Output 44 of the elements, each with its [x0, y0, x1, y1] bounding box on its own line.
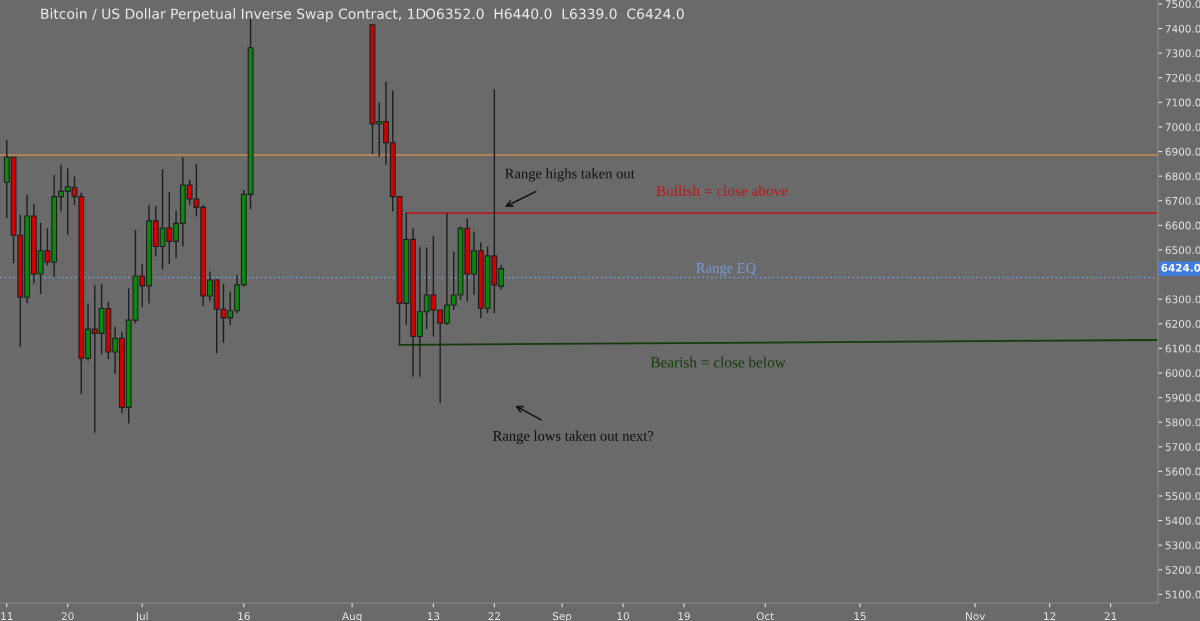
y-tick-label: 5500.0 [1165, 492, 1200, 501]
y-tick-label: 6900.0 [1165, 147, 1200, 156]
y-tick-label: 7500.0 [1165, 0, 1200, 9]
y-tick-label: 6700.0 [1165, 196, 1200, 205]
y-tick-label: 7100.0 [1165, 98, 1200, 107]
x-tick-label: Oct [756, 612, 774, 621]
y-tick-label: 6500.0 [1165, 246, 1200, 255]
annotation: Range highs taken out [505, 168, 635, 182]
x-tick-label: 20 [61, 612, 74, 621]
x-tick-label: 10 [617, 612, 629, 621]
y-tick-label: 5100.0 [1165, 590, 1200, 599]
y-tick-label: 5400.0 [1165, 516, 1200, 525]
y-tick-label: 5900.0 [1165, 393, 1200, 402]
x-tick-label: 11 [1, 612, 13, 620]
text: 6424.0 [1161, 263, 1200, 272]
y-tick-label: 6800.0 [1165, 172, 1200, 181]
x-tick-label: 21 [1104, 612, 1117, 620]
x-tick-label: Nov [966, 612, 986, 621]
y-tick-label: 5800.0 [1165, 418, 1200, 427]
y-tick-label: 7300.0 [1165, 49, 1200, 58]
y-tick-label: 5200.0 [1165, 566, 1200, 574]
y-tick-label: 6100.0 [1165, 344, 1200, 353]
annotation: Range lows taken out next? [493, 430, 654, 444]
series-label: Bearish = close below [650, 356, 786, 368]
x-tick-label: 22 [488, 612, 500, 620]
y-tick-label: 6600.0 [1165, 221, 1200, 230]
y-tick-label: 6300.0 [1165, 295, 1200, 304]
ref-line-label: Range EQ [696, 262, 756, 276]
x-tick-label: 13 [427, 612, 440, 621]
y-tick-label: 6200.0 [1165, 319, 1200, 328]
x-tick-label: 12 [1044, 612, 1056, 620]
chart-subtitle: O6352.0 H6440.0 L6339.0 C6424.0 [425, 8, 684, 20]
text: Bitcoin / US Dollar Perpetual Inverse Swap Contract, 1D [41, 8, 426, 22]
y-tick-label: 7200.0 [1165, 73, 1200, 82]
y-tick-label: 5300.0 [1165, 541, 1200, 550]
x-tick-label: 19 [678, 612, 690, 621]
x-tick-label: 16 [238, 612, 250, 621]
y-tick-label: 7000.0 [1165, 123, 1200, 132]
y-tick-label: 7400.0 [1165, 24, 1200, 33]
y-tick-label: 5600.0 [1165, 467, 1200, 476]
x-tick-label: 15 [854, 612, 866, 621]
series-label: Bullish = close above [656, 185, 788, 197]
y-tick-label: 6000.0 [1165, 369, 1200, 378]
y-tick-label: 5700.0 [1165, 443, 1200, 451]
